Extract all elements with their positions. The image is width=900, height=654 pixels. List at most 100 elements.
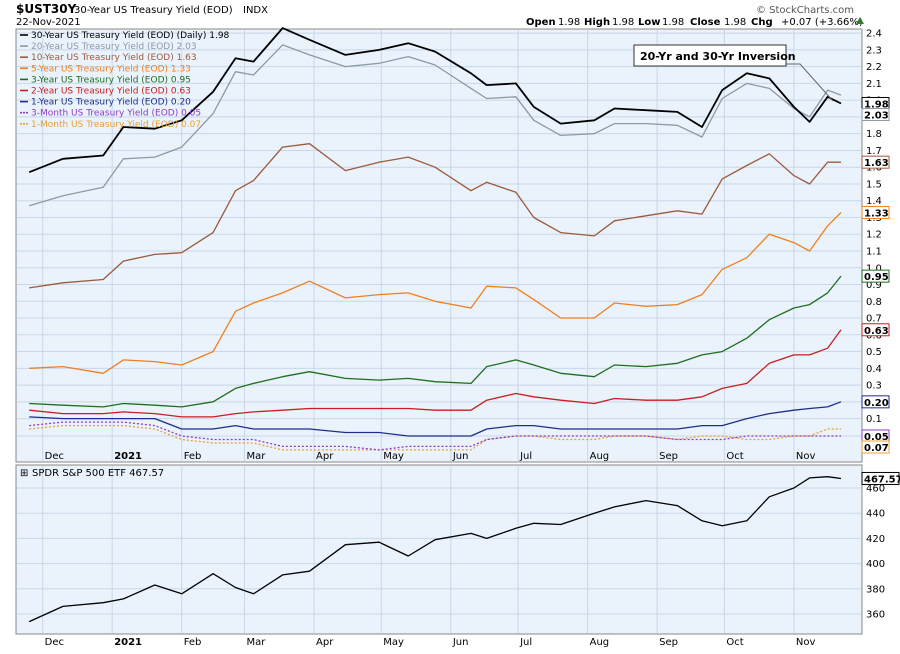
legend-entry-m3: 3-Month US Treasury Yield (EOD) 0.05 [31,109,201,119]
y-tick-label-upper: 0.4 [866,364,882,375]
end-label-box-y20 [861,108,890,122]
close-value: 1.98 [724,17,746,28]
open-value: 1.98 [558,17,580,28]
end-label-box-y3 [861,269,890,283]
axis-labels: Dec Dec 2021 2021 Feb Feb Mar Mar Apr Apr May May Ju… [45,29,889,648]
y-tick-label-lower: 400 [866,559,885,570]
chg-value: +0.07 (+3.66%) [781,17,863,28]
y-tick-label-upper: 1.1 [866,247,882,258]
series-line-y30 [28,27,842,174]
x-tick-label-upper: Mar [247,451,267,462]
x-tick-label-lower: Apr [316,637,334,648]
series-line-y2 [29,329,842,418]
series-line-y3 [29,275,842,408]
x-tick-label-lower: Aug [590,637,610,648]
y-tick-label-upper: 1.7 [866,146,882,157]
y-tick-label-upper: 1.5 [866,179,882,190]
x-tick-label-upper: Oct [726,451,743,462]
end-label-box-m1 [861,440,890,454]
x-tick-label-lower: 2021 [114,637,142,648]
y-tick-label-upper: 1.0 [866,263,882,274]
spy-panel [15,464,863,635]
annotation-text: 20-Yr and 30-Yr Inversion [640,50,796,63]
end-label-box-y5 [861,205,890,219]
end-value-labels: 1.982.03 1.63 1.33 0.95 0.63 0.20 0.050.07 467.… [861,97,900,485]
x-tick-label-lower: May [383,637,404,648]
x-tick-label-lower: Nov [796,637,816,648]
instrument-name: 30-Year US Treasury Yield (EOD) [74,5,233,16]
x-tick-label-upper: May [383,451,404,462]
series-line-y5 [29,212,842,374]
low-value: 1.98 [662,17,684,28]
high-value: 1.98 [612,17,634,28]
x-tick-label-upper: Sep [659,451,678,462]
y-tick-label-upper: 0.7 [866,314,882,325]
end-label-box-y10 [861,155,890,169]
legend-entry-y1: 1-Year US Treasury Yield (EOD) 0.20 [31,98,191,108]
series-line-m1 [29,424,841,451]
inversion-annotation: 20-Yr and 30-Yr Inversion [633,44,834,102]
y-tick-label-upper: 0.9 [866,280,882,291]
x-tick-label-lower: Jun [452,637,469,648]
chg-label: Chg [751,17,773,28]
end-label-m3: 0.05 [864,432,889,443]
legend-entry-y3: 3-Year US Treasury Yield (EOD) 0.95 [31,75,191,85]
y-tick-label-lower: 440 [866,509,885,520]
spy-legend-label: SPDR S&P 500 ETF 467.57 [32,468,164,479]
end-label-y1: 0.20 [864,398,889,409]
x-tick-label-lower: Feb [184,637,202,648]
y-tick-label-upper: 1.8 [866,129,882,140]
y-tick-label-lower: 360 [866,610,885,621]
yield-series-lines [28,27,842,451]
y-tick-label-upper: 0.1 [866,414,882,425]
end-label-y20: 2.03 [864,111,889,122]
end-label-y30: 1.98 [864,100,889,111]
end-label-y3: 0.95 [864,272,889,283]
x-tick-label-upper: Feb [184,451,202,462]
end-label-y10: 1.63 [864,158,889,169]
x-tick-label-lower: Sep [659,637,678,648]
legend-entry-y2: 2-Year US Treasury Yield (EOD) 0.63 [31,87,191,97]
date-label: 22-Nov-2021 [16,17,81,28]
legend-entry-y20: 20-Year US Treasury Yield (EOD) 2.03 [31,42,197,52]
end-label-y2: 0.63 [864,326,889,337]
end-label-box-y1 [861,395,890,409]
spy-legend-icon: ⊞ [20,468,28,479]
series-line-y20 [29,44,842,207]
high-label: High [584,17,610,28]
y-tick-label-lower: 380 [866,584,885,595]
x-tick-label-upper: Aug [590,451,610,462]
up-triangle-icon [856,17,864,24]
credit-label: © StockCharts.com [756,5,854,16]
legend-entry-y5: 5-Year US Treasury Yield (EOD) 1.33 [31,64,191,74]
y-tick-label-upper: 2.4 [866,29,882,40]
x-tick-label-upper: Jun [452,451,469,462]
x-tick-label-lower: Dec [45,637,64,648]
y-tick-label-upper: 2.3 [866,45,882,56]
x-tick-label-upper: 2021 [114,451,142,462]
x-tick-label-upper: Nov [796,451,816,462]
x-tick-label-lower: Oct [726,637,743,648]
end-label-m1: 0.07 [864,443,889,454]
close-label: Close [690,17,721,28]
spy-end-label-box [861,471,900,485]
exchange-label: INDX [243,5,268,16]
spy-series-line [28,476,842,623]
grid-lines [17,30,861,633]
y-tick-label-upper: 0.3 [866,381,882,392]
legend-entry-m1: 1-Month US Treasury Yield (EOD) 0.07 [31,120,201,130]
series-line-y10 [29,143,841,289]
y-tick-label-upper: 2.1 [866,79,882,90]
series-line-m3 [29,421,841,451]
x-tick-label-lower: Jul [519,637,532,648]
x-tick-label-lower: Mar [247,637,267,648]
end-label-y5: 1.33 [864,208,889,219]
low-label: Low [638,17,660,28]
y-tick-label-upper: 1.2 [866,230,882,241]
legend: 30-Year US Treasury Yield (EOD) (Daily) … [20,31,230,130]
end-label-box-y2 [861,323,890,337]
legend-entry-y30: 30-Year US Treasury Yield (EOD) (Daily) … [31,31,230,41]
y-tick-label-lower: 420 [866,534,885,545]
